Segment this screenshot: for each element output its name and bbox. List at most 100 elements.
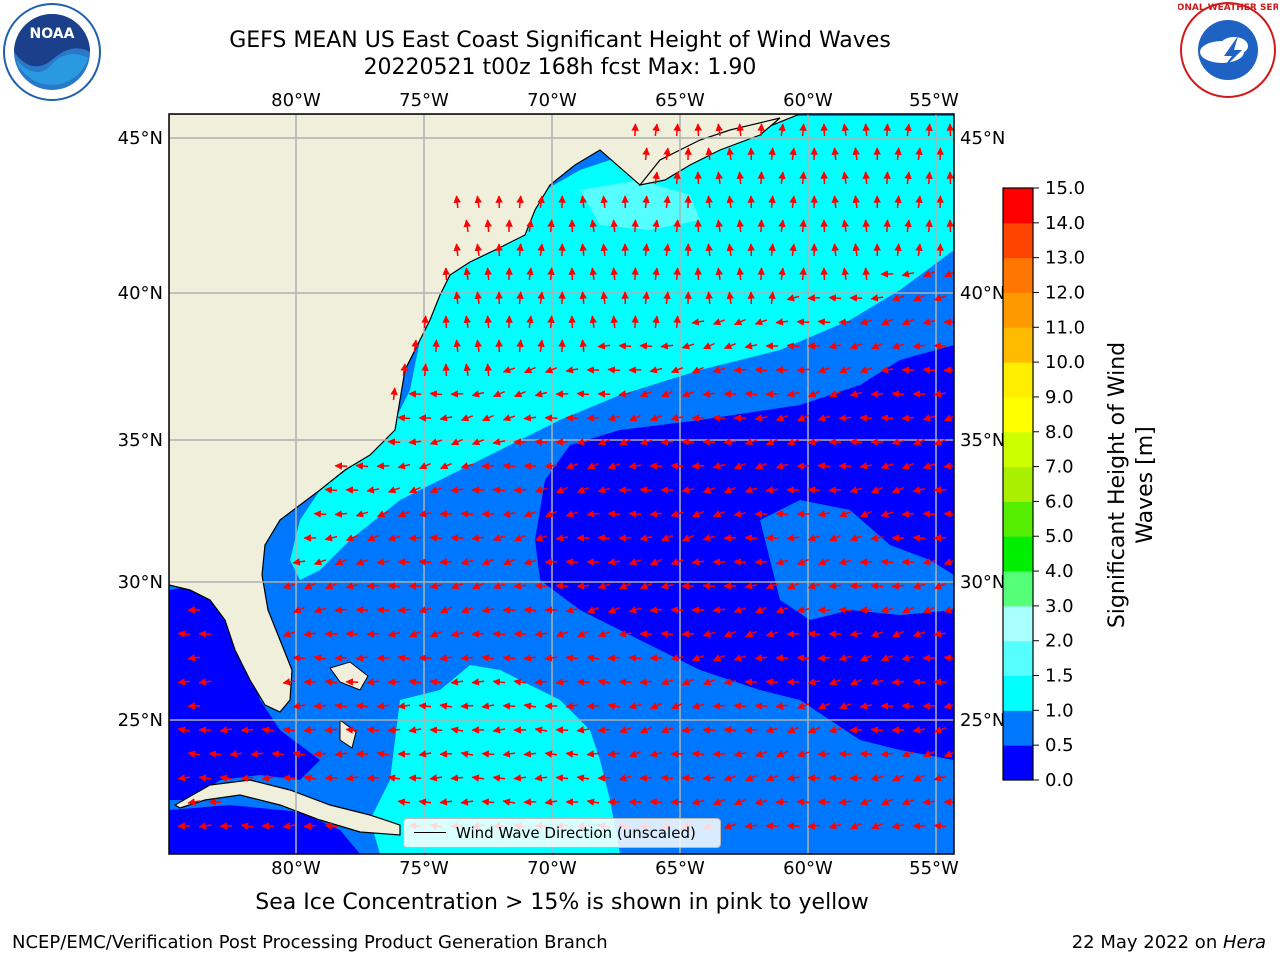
wave-direction-arrow: [502, 366, 516, 374]
wave-direction-arrow: [775, 366, 789, 374]
wave-direction-arrow: [838, 318, 852, 326]
wave-direction-arrow: [901, 606, 914, 614]
wave-direction-arrow: [838, 654, 852, 662]
land-north-america: [169, 114, 801, 713]
wave-direction-arrow: [862, 171, 870, 185]
wave-direction-arrow: [838, 702, 852, 710]
wave-direction-arrow: [313, 558, 327, 566]
wave-direction-arrow: [786, 534, 800, 542]
wave-direction-arrow: [313, 510, 327, 518]
wave-direction-arrow: [600, 195, 608, 208]
wave-direction-arrow: [439, 654, 453, 662]
wave-direction-arrow: [387, 774, 401, 782]
wave-direction-arrow: [870, 678, 884, 686]
wave-direction-arrow: [544, 798, 558, 806]
wave-direction-arrow: [366, 726, 380, 734]
wave-direction-arrow: [534, 486, 548, 494]
wave-direction-arrow: [871, 342, 883, 350]
wave-direction-arrow: [660, 582, 674, 590]
wave-direction-arrow: [502, 414, 516, 422]
wave-direction-arrow: [419, 462, 431, 470]
colorbar-frame: [1002, 187, 1034, 781]
wave-direction-arrow: [481, 654, 495, 662]
wave-direction-arrow: [723, 534, 737, 542]
wave-direction-arrow: [915, 195, 923, 209]
wave-direction-arrow: [408, 774, 422, 782]
wave-direction-arrow: [523, 558, 537, 566]
wave-direction-arrow: [744, 726, 758, 734]
wave-direction-arrow: [628, 654, 642, 662]
wave-direction-arrow: [526, 315, 534, 329]
wave-direction-arrow: [453, 243, 461, 257]
sea-ice-caption: Sea Ice Concentration > 15% is shown in …: [255, 890, 869, 915]
wave-direction-arrow: [481, 606, 495, 614]
wave-direction-arrow: [355, 702, 369, 710]
wave-direction-arrow: [597, 630, 611, 638]
wave-direction-arrow: [849, 390, 863, 398]
colorbar-segment: [1003, 710, 1033, 746]
wave-direction-arrow: [660, 726, 674, 734]
wave-direction-arrow: [600, 243, 608, 256]
wave-direction-arrow: [838, 798, 852, 806]
wave-direction-arrow: [516, 339, 524, 353]
wave-direction-arrow: [544, 414, 558, 422]
wave-direction-arrow: [892, 774, 904, 782]
wave-direction-arrow: [537, 339, 545, 353]
wave-direction-arrow: [712, 462, 726, 470]
colorbar-tick-label: 12.0: [1045, 282, 1085, 303]
wave-direction-arrow: [723, 438, 737, 446]
wave-direction-arrow: [586, 750, 600, 758]
wave-direction-arrow: [691, 606, 705, 614]
wave-direction-arrow: [639, 534, 653, 542]
wave-direction-arrow: [484, 267, 492, 281]
wave-direction-arrow: [261, 822, 275, 830]
wave-direction-arrow: [881, 798, 893, 806]
wave-direction-arrow: [387, 630, 401, 638]
wave-direction-arrow: [429, 390, 443, 398]
colorbar-segment: [1003, 362, 1033, 398]
wave-direction-arrow: [817, 510, 831, 518]
wave-direction-arrow: [618, 390, 632, 398]
wave-direction-arrow: [807, 726, 820, 734]
wave-direction-arrow: [703, 342, 715, 350]
wave-direction-arrow: [733, 510, 747, 518]
wave-direction-arrow: [618, 630, 632, 638]
wave-direction-arrow: [691, 558, 705, 566]
wave-direction-arrow: [852, 147, 860, 161]
wave-direction-arrow: [768, 291, 776, 305]
wave-direction-arrow: [597, 342, 611, 350]
wave-direction-arrow: [682, 534, 694, 542]
lat-label-left-25n: 25°N: [118, 710, 163, 731]
wave-direction-arrow: [694, 171, 702, 185]
wave-direction-arrow: [870, 534, 884, 542]
wave-direction-arrow: [870, 822, 883, 830]
wave-direction-arrow: [597, 486, 611, 494]
wave-direction-arrow: [642, 147, 650, 161]
wave-direction-arrow: [828, 774, 842, 782]
wave-direction-arrow: [418, 606, 432, 614]
wave-direction-arrow: [733, 654, 747, 662]
wave-direction-arrow: [631, 315, 639, 329]
wave-direction-arrow: [565, 414, 579, 422]
wave-direction-arrow: [492, 726, 506, 734]
wave-direction-arrow: [849, 534, 863, 542]
wave-direction-arrow: [492, 438, 506, 446]
wave-direction-arrow: [852, 195, 860, 209]
wave-direction-arrow: [838, 750, 852, 758]
wave-direction-arrow: [715, 267, 723, 281]
map-legend: Wind Wave Direction (unscaled): [403, 818, 721, 848]
wave-direction-arrow: [891, 678, 905, 686]
wave-direction-arrow: [565, 510, 579, 518]
colorbar-segment: [1003, 536, 1033, 572]
wave-direction-arrow: [702, 438, 716, 446]
wave-direction-arrow: [943, 702, 954, 710]
wave-direction-arrow: [450, 630, 464, 638]
wave-direction-arrow: [324, 582, 337, 590]
wave-direction-arrow: [797, 558, 809, 566]
wave-direction-arrow: [250, 750, 264, 758]
wave-direction-arrow: [925, 123, 933, 137]
colorbar-tick-label: 5.0: [1045, 526, 1074, 547]
wave-direction-arrow: [786, 294, 800, 302]
wave-direction-arrow: [565, 606, 579, 614]
wave-direction-arrow: [736, 171, 744, 185]
